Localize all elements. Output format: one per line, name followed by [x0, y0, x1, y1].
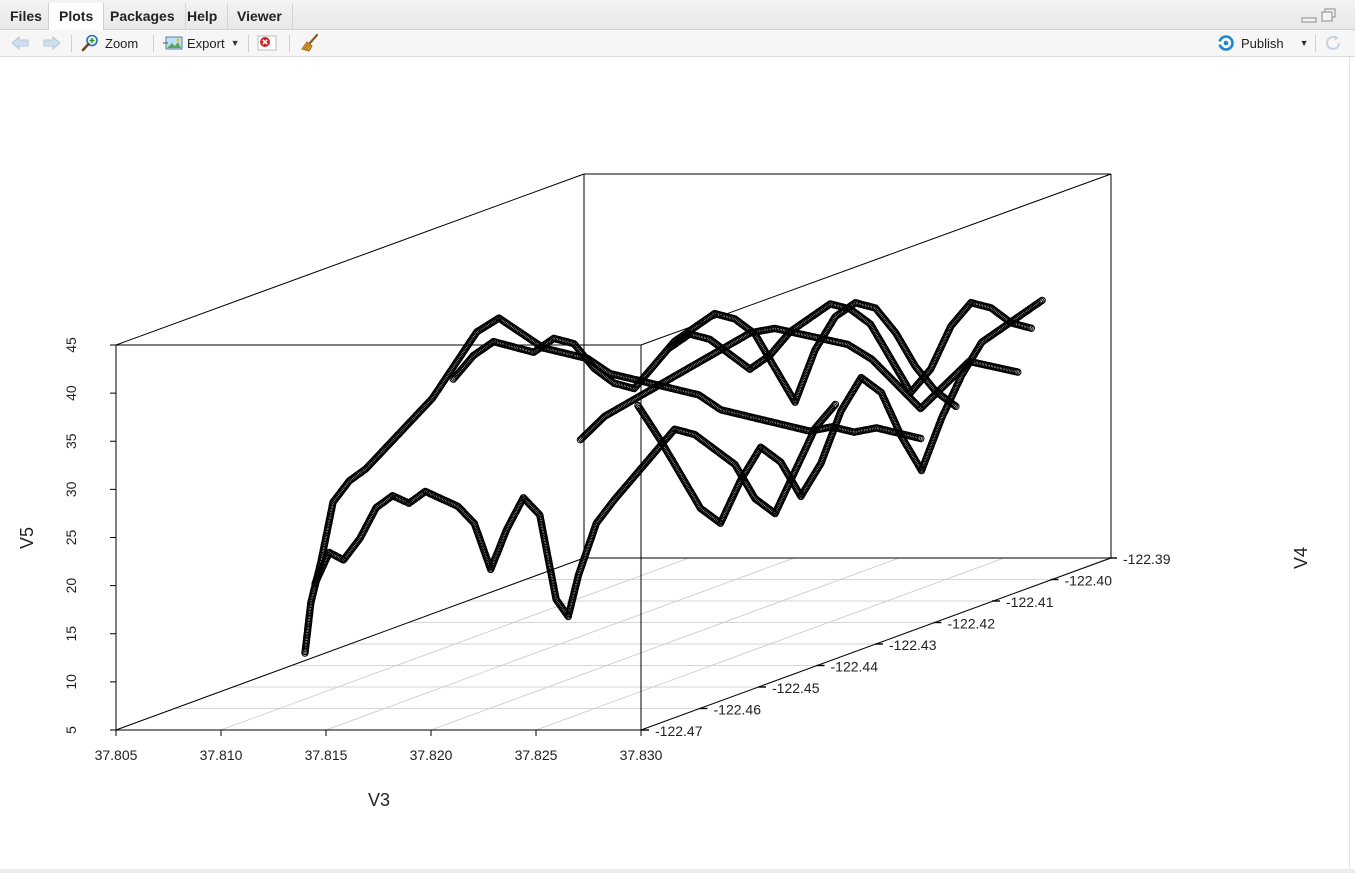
toolbar-separator [289, 35, 290, 52]
remove-plot-icon [257, 34, 279, 52]
tab-packages[interactable]: Packages [100, 3, 186, 30]
z-tick-label: 30 [63, 481, 79, 497]
maximize-pane-icon[interactable] [1321, 8, 1336, 22]
clear-all-plots-button[interactable] [300, 32, 320, 54]
tab-help[interactable]: Help [177, 3, 229, 30]
data-point [744, 364, 753, 372]
plot-viewport: 37.805 37.810 37.815 37.820 37.825 37.830 5 10 1… [0, 57, 1355, 873]
z-tick-label: 10 [63, 674, 79, 690]
zoom-button[interactable]: Zoom [81, 32, 138, 54]
x-tick-label: 37.825 [515, 747, 558, 763]
z-axis-label: V5 [17, 527, 37, 549]
x-tick-label: 37.815 [305, 747, 348, 763]
data-series [301, 314, 925, 657]
publish-icon [1216, 35, 1236, 51]
x-tick-label: 37.830 [620, 747, 663, 763]
z-tick-label: 25 [63, 530, 79, 546]
data-point [830, 401, 838, 410]
plots-toolbar: Zoom Export ▼ [0, 30, 1355, 57]
x-tick-label: 37.820 [410, 747, 453, 763]
z-tick-label: 20 [63, 578, 79, 594]
refresh-button[interactable] [1323, 32, 1343, 54]
toolbar-separator [153, 35, 154, 52]
y-axis-label: V4 [1291, 547, 1311, 569]
box-edge [115, 173, 585, 346]
toolbar-separator [1315, 35, 1316, 52]
pane-right-edge [1349, 57, 1355, 873]
x-tick-label: 37.810 [200, 747, 243, 763]
data-point [917, 434, 925, 443]
data-point [1038, 296, 1046, 305]
axes: 37.805 37.810 37.815 37.820 37.825 37.830 5 10 1… [63, 337, 1171, 763]
data-point [952, 402, 960, 411]
z-tick-label: 5 [63, 726, 79, 734]
tab-viewer[interactable]: Viewer [227, 3, 293, 30]
refresh-icon [1323, 33, 1343, 53]
y-tick-label: -122.47 [655, 723, 703, 739]
data-series [311, 400, 840, 621]
export-button[interactable]: Export ▼ [163, 32, 240, 54]
box-edge [115, 557, 585, 731]
remove-plot-button[interactable] [257, 32, 279, 54]
data-point [914, 402, 923, 410]
tab-plots[interactable]: Plots [48, 3, 105, 31]
y-tick-label: -122.46 [714, 702, 762, 718]
publish-button[interactable]: Publish ▼ [1216, 32, 1309, 54]
floor-grid [115, 557, 1110, 731]
data-point [876, 387, 884, 396]
y-tick-label: -122.40 [1065, 573, 1113, 589]
y-tick-label: -122.44 [831, 659, 879, 675]
pane-tab-bar: Files Plots Packages Help Viewer [0, 0, 1355, 31]
data-point [1027, 324, 1036, 332]
export-label: Export [187, 35, 225, 51]
toolbar-separator [71, 35, 72, 52]
x-axis-label: V3 [368, 790, 390, 810]
tab-files[interactable]: Files [0, 3, 53, 30]
plot-box [115, 173, 1112, 731]
zoom-label: Zoom [105, 35, 139, 51]
data-point [1014, 368, 1022, 376]
pane-bottom-edge [0, 869, 1355, 873]
chevron-down-icon: ▼ [230, 38, 240, 48]
chevron-down-icon: ▼ [1299, 38, 1309, 48]
scatterplot-3d: 37.805 37.810 37.815 37.820 37.825 37.830 5 10 1… [17, 173, 1311, 810]
data-point [915, 403, 924, 412]
data-point [831, 400, 840, 409]
data-point [668, 428, 677, 436]
data-point [1037, 297, 1045, 305]
y-tick-label: -122.42 [948, 616, 996, 632]
magnifier-icon [81, 34, 99, 52]
data-point [963, 359, 971, 368]
data-point [493, 315, 502, 323]
y-tick-label: -122.39 [1123, 551, 1171, 567]
broom-icon [300, 33, 320, 53]
data-point [829, 403, 837, 411]
export-image-icon [163, 35, 183, 51]
z-tick-label: 15 [63, 626, 79, 642]
minimize-pane-icon[interactable] [1301, 10, 1317, 23]
x-tick-label: 37.805 [95, 747, 138, 763]
y-tick-label: -122.43 [889, 637, 937, 653]
toolbar-separator [248, 35, 249, 52]
forward-arrow-icon[interactable] [42, 32, 62, 54]
back-arrow-icon[interactable] [10, 32, 30, 54]
y-tick-label: -122.45 [772, 680, 820, 696]
data-series [576, 324, 1022, 444]
data-series [634, 296, 1046, 527]
data-points [301, 296, 1046, 657]
y-tick-label: -122.41 [1006, 594, 1054, 610]
publish-label: Publish [1241, 35, 1284, 51]
z-tick-label: 40 [63, 385, 79, 401]
z-tick-label: 45 [63, 337, 79, 353]
z-tick-label: 35 [63, 433, 79, 449]
